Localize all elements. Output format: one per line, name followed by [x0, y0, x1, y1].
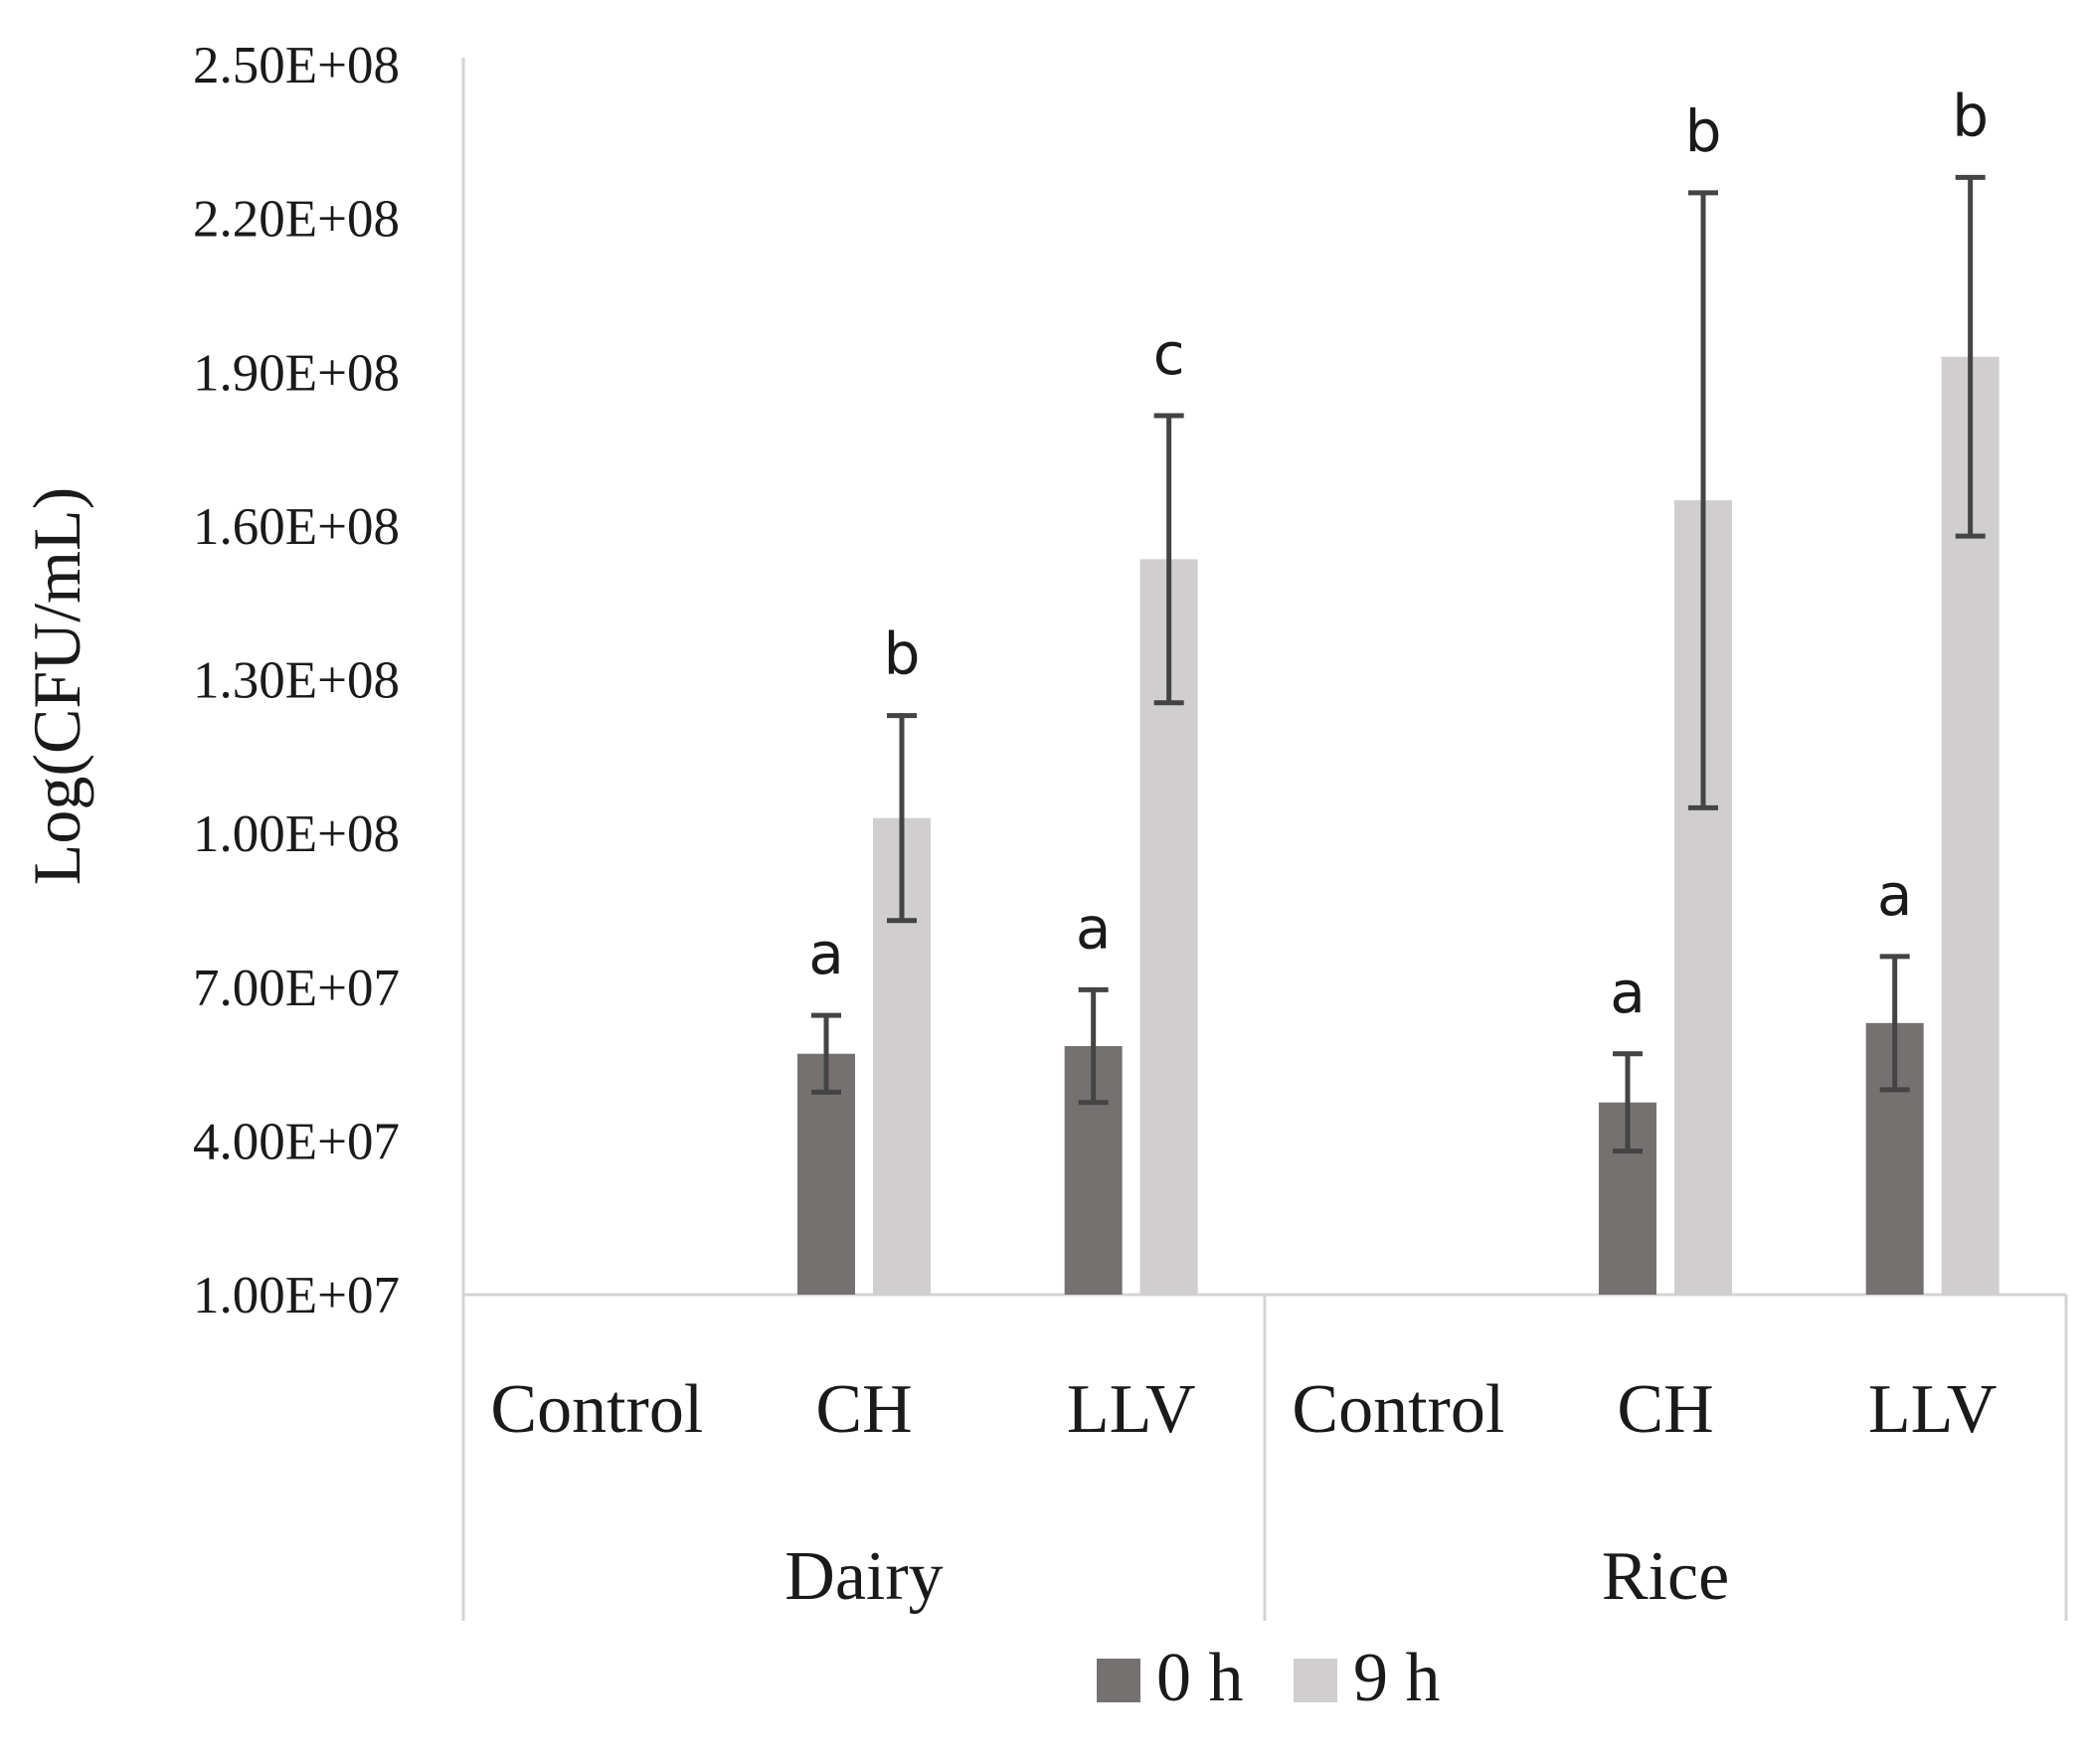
category-label: Control: [490, 1371, 703, 1448]
significance-label: c: [1153, 320, 1185, 388]
error-bar: [1955, 174, 1986, 539]
significance-label: b: [884, 620, 921, 688]
group-label: Dairy: [784, 1538, 943, 1615]
error-bar: [1078, 986, 1109, 1106]
group-label: Rice: [1602, 1538, 1729, 1615]
y-tick-label: 1.00E+07: [193, 1267, 400, 1324]
legend-label: 0 h: [1156, 1640, 1244, 1716]
error-bar: [1153, 413, 1184, 706]
legend: 0 h 9 h: [1097, 1640, 1441, 1716]
y-tick-label: 2.20E+08: [193, 191, 400, 249]
category-labels: Control CH LLV Control CH LLV: [490, 1371, 1997, 1448]
category-label: LLV: [1067, 1371, 1196, 1448]
group-labels: Dairy Rice: [784, 1538, 1729, 1615]
significance-label: b: [1952, 82, 1989, 149]
legend-label: 9 h: [1353, 1640, 1441, 1716]
category-label: Control: [1292, 1371, 1504, 1448]
error-bar: [1879, 954, 1910, 1093]
y-tick-label: 1.00E+08: [193, 805, 400, 863]
error-bar: [1688, 190, 1718, 810]
y-axis-ticks: 1.00E+07 4.00E+07 7.00E+07 1.00E+08 1.30E+08…: [193, 37, 400, 1324]
y-tick-label: 2.50E+08: [193, 37, 400, 94]
error-bar: [1613, 1051, 1643, 1154]
bars: a b a c a b a b: [797, 82, 2000, 1296]
legend-swatch: [1097, 1659, 1140, 1702]
significance-label: b: [1685, 97, 1722, 165]
category-label: CH: [815, 1371, 912, 1448]
category-label: LLV: [1868, 1371, 1998, 1448]
category-label: CH: [1617, 1371, 1713, 1448]
significance-label: a: [1076, 894, 1112, 962]
significance-label: a: [1610, 959, 1646, 1026]
significance-label: a: [1877, 861, 1913, 929]
error-bar: [887, 713, 917, 924]
y-tick-label: 4.00E+07: [193, 1113, 400, 1170]
y-tick-label: 1.90E+08: [193, 344, 400, 402]
y-tick-label: 1.60E+08: [193, 498, 400, 556]
y-tick-label: 7.00E+07: [193, 960, 400, 1017]
axes: [461, 58, 2068, 1621]
error-bar: [811, 1012, 841, 1095]
legend-swatch: [1294, 1659, 1337, 1702]
y-axis-label: Log(CFU/mL): [19, 487, 94, 885]
significance-label: a: [808, 920, 844, 987]
y-tick-label: 1.30E+08: [193, 652, 400, 710]
